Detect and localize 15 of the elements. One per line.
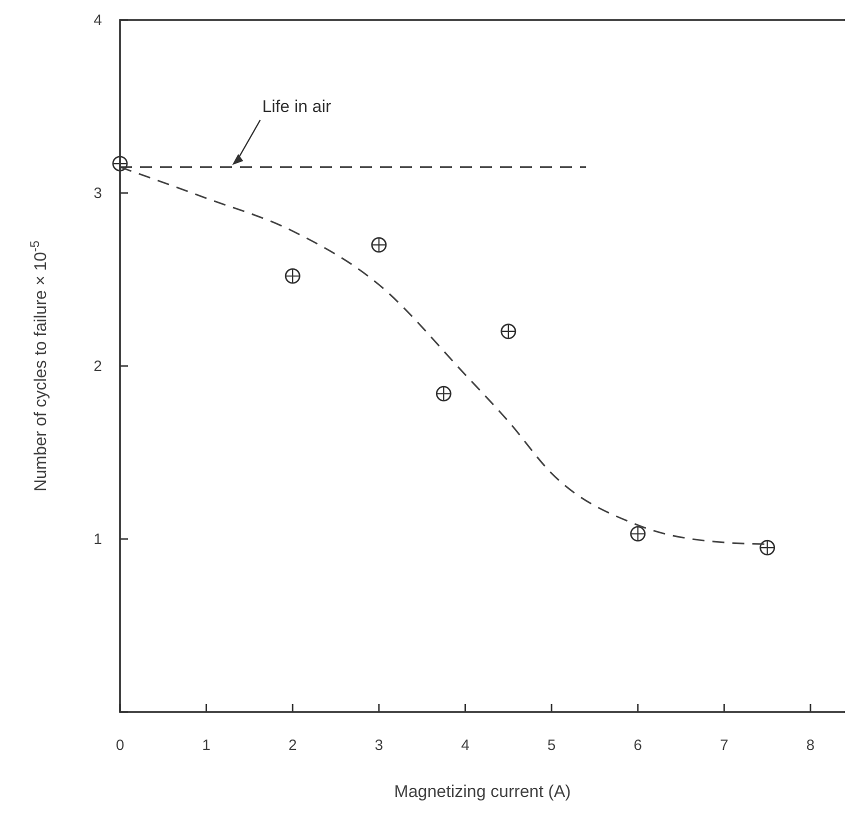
y-tick-label: 2	[94, 358, 102, 375]
x-tick-label: 1	[202, 737, 210, 754]
x-tick-label: 6	[634, 737, 642, 754]
x-tick-label: 8	[806, 737, 815, 754]
annotation: Life in air	[262, 97, 332, 116]
y-tick-label: 4	[94, 12, 102, 29]
x-axis-title: Magnetizing current (A)	[394, 782, 571, 801]
x-tick-label: 3	[374, 737, 384, 754]
y-tick-label: 3	[94, 185, 102, 202]
x-tick-label: 5	[547, 737, 556, 754]
x-tick-label: 2	[288, 737, 297, 754]
y-tick-label: 1	[94, 531, 102, 548]
x-tick-label: 7	[720, 737, 728, 754]
x-tick-label: 4	[461, 737, 470, 754]
x-tick-label: 0	[116, 737, 124, 754]
